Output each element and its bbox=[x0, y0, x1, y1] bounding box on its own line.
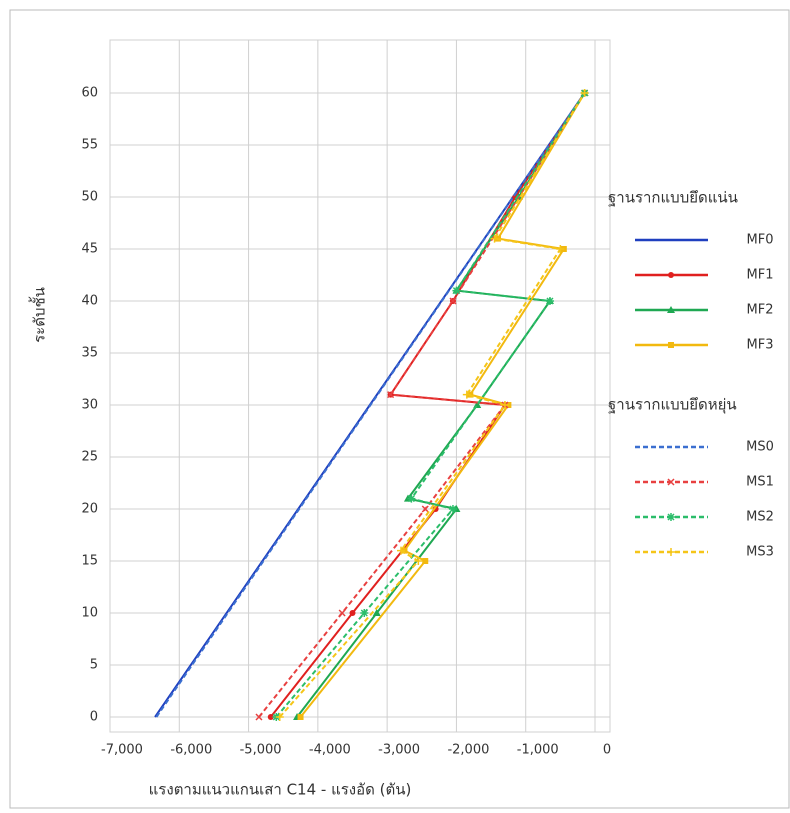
marker bbox=[267, 714, 274, 720]
legend-label: MS3 bbox=[746, 545, 774, 560]
y-axis-title: ระดับชั้น bbox=[29, 287, 49, 343]
marker bbox=[372, 609, 381, 616]
marker bbox=[387, 391, 395, 399]
y-tick-label: 45 bbox=[81, 242, 98, 257]
x-tick-label: -1,000 bbox=[517, 743, 559, 758]
legend-label: MS0 bbox=[746, 440, 774, 455]
x-tick-label: -5,000 bbox=[240, 743, 282, 758]
legend-label: MF3 bbox=[747, 338, 774, 353]
marker bbox=[462, 390, 471, 399]
legend-marker bbox=[668, 342, 674, 348]
y-tick-label: 60 bbox=[81, 86, 98, 101]
marker bbox=[452, 286, 461, 295]
legend-item: MF0 bbox=[635, 233, 773, 248]
marker bbox=[500, 401, 509, 409]
marker bbox=[397, 546, 405, 555]
legend-item: MS2 bbox=[635, 510, 774, 525]
marker bbox=[349, 610, 356, 616]
legend-marker bbox=[668, 272, 674, 278]
marker bbox=[421, 505, 429, 513]
marker bbox=[414, 557, 423, 565]
marker bbox=[449, 297, 457, 305]
y-tick-label: 55 bbox=[81, 138, 98, 153]
y-tick-label: 5 bbox=[90, 658, 98, 673]
legend-marker bbox=[667, 306, 675, 313]
y-tick-label: 15 bbox=[81, 554, 98, 569]
y-tick-label: 20 bbox=[81, 502, 98, 517]
x-axis-title: แรงตามแนวแกนเสา C14 - แรงอัด (ตัน) bbox=[149, 781, 412, 799]
x-tick-label: -7,000 bbox=[101, 743, 143, 758]
legend-label: MF1 bbox=[747, 268, 774, 283]
x-tick-label: -6,000 bbox=[170, 743, 212, 758]
x-tick-label: -4,000 bbox=[309, 743, 351, 758]
series-line bbox=[279, 92, 586, 718]
legend-item: MF3 bbox=[635, 338, 773, 353]
marker bbox=[490, 234, 499, 243]
legend-label: MS2 bbox=[746, 510, 774, 525]
marker bbox=[297, 714, 304, 720]
marker bbox=[556, 245, 565, 253]
marker bbox=[275, 713, 284, 721]
legend-marker bbox=[667, 478, 675, 486]
legend-label: MF0 bbox=[747, 233, 774, 248]
chart-frame bbox=[9, 9, 790, 809]
marker bbox=[422, 558, 429, 564]
marker bbox=[448, 505, 457, 513]
y-tick-label: 30 bbox=[81, 398, 98, 413]
marker bbox=[580, 89, 589, 97]
y-tick-label: 0 bbox=[90, 710, 98, 725]
series-line bbox=[269, 92, 586, 718]
marker bbox=[407, 494, 416, 503]
marker bbox=[360, 609, 369, 617]
legend-marker bbox=[667, 513, 675, 521]
legend-item: MF2 bbox=[635, 303, 773, 318]
y-tick-label: 10 bbox=[81, 606, 98, 621]
marker bbox=[255, 713, 263, 721]
legend-item: MF1 bbox=[635, 268, 773, 283]
series-line bbox=[155, 92, 586, 718]
legend-title: ฐานรากแบบยึดแน่น bbox=[608, 189, 738, 207]
y-tick-label: 40 bbox=[81, 294, 98, 309]
marker bbox=[545, 297, 554, 305]
legend-title: ฐานรากแบบยึดหยุ่น bbox=[608, 396, 737, 415]
x-tick-label: 0 bbox=[603, 743, 611, 758]
y-tick-label: 25 bbox=[81, 450, 98, 465]
y-tick-label: 35 bbox=[81, 346, 98, 361]
legend-label: MF2 bbox=[747, 303, 774, 318]
x-tick-label: -2,000 bbox=[447, 743, 489, 758]
x-tick-label: -3,000 bbox=[378, 743, 420, 758]
legend-item: MS0 bbox=[635, 440, 774, 455]
legend-item: MS1 bbox=[635, 475, 774, 490]
legend-marker bbox=[667, 548, 675, 556]
marker bbox=[338, 609, 346, 617]
legend-label: MS1 bbox=[746, 475, 774, 490]
legend-item: MS3 bbox=[635, 545, 774, 560]
y-tick-label: 50 bbox=[81, 190, 98, 205]
